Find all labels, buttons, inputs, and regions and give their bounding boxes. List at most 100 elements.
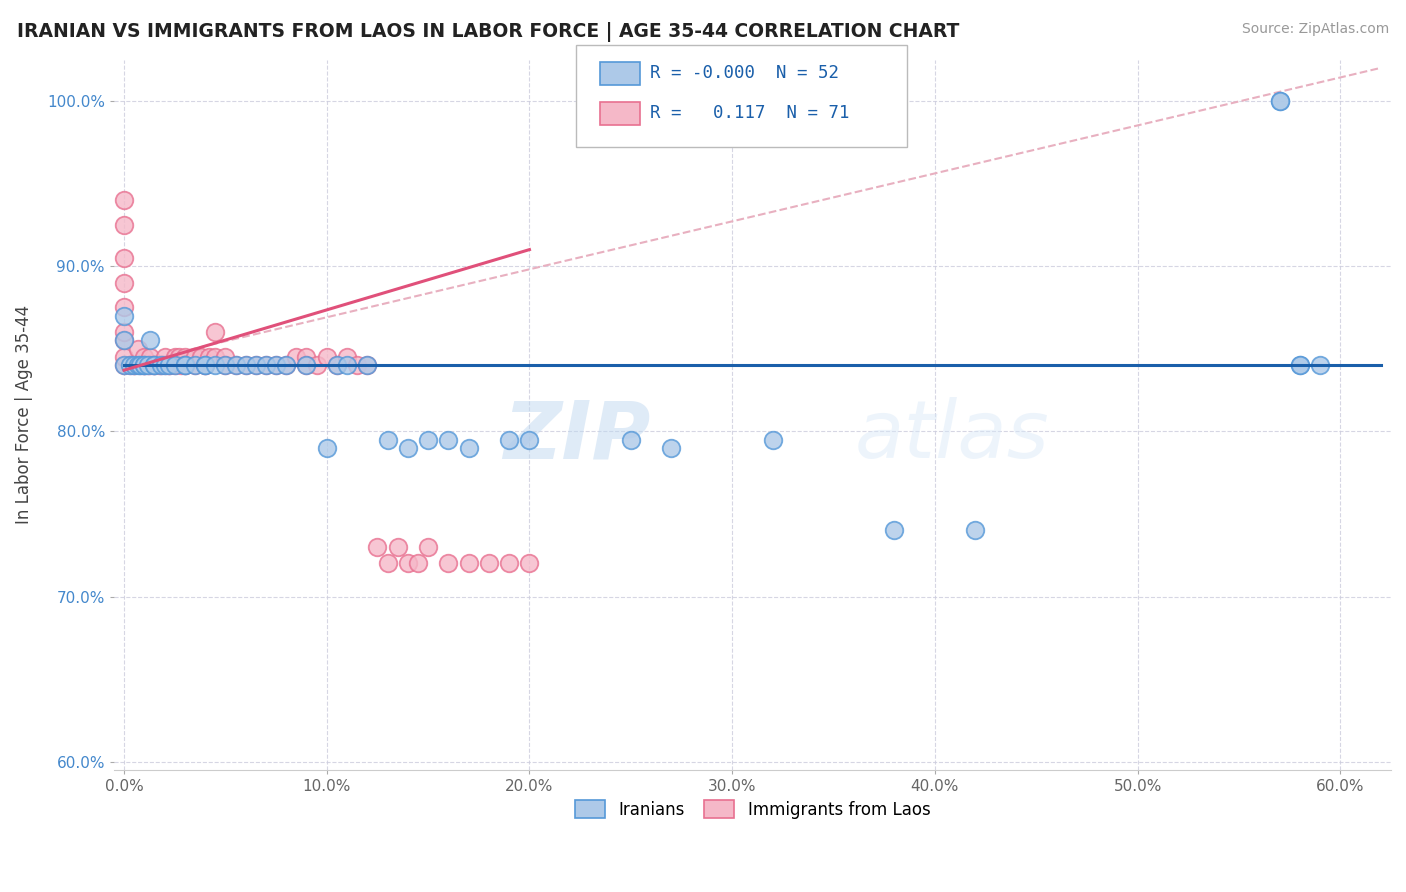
Point bbox=[112, 350, 135, 364]
Point bbox=[326, 358, 349, 372]
Point bbox=[112, 276, 135, 290]
Point bbox=[377, 557, 399, 571]
Point bbox=[170, 358, 193, 372]
Point bbox=[112, 358, 135, 372]
Point bbox=[204, 358, 226, 372]
Point bbox=[143, 358, 166, 372]
Point bbox=[1268, 94, 1291, 108]
Point bbox=[184, 358, 207, 372]
Point bbox=[149, 358, 172, 372]
Point bbox=[149, 358, 172, 372]
Point bbox=[356, 358, 378, 372]
Point bbox=[437, 557, 460, 571]
Point bbox=[148, 358, 170, 372]
Point bbox=[276, 358, 298, 372]
Point bbox=[1268, 94, 1291, 108]
Point bbox=[184, 350, 207, 364]
Point bbox=[965, 524, 987, 538]
Point bbox=[120, 358, 142, 372]
Point bbox=[214, 358, 236, 372]
Point bbox=[139, 350, 162, 364]
Point bbox=[295, 358, 318, 372]
Point bbox=[173, 358, 195, 372]
Point bbox=[134, 358, 156, 372]
Point bbox=[157, 358, 180, 372]
Point bbox=[127, 342, 149, 356]
Point bbox=[129, 358, 152, 372]
Point bbox=[225, 358, 247, 372]
Point bbox=[276, 358, 298, 372]
Point bbox=[519, 557, 541, 571]
Point bbox=[138, 358, 160, 372]
Point bbox=[406, 557, 429, 571]
Point bbox=[134, 358, 156, 372]
Text: IRANIAN VS IMMIGRANTS FROM LAOS IN LABOR FORCE | AGE 35-44 CORRELATION CHART: IRANIAN VS IMMIGRANTS FROM LAOS IN LABOR… bbox=[17, 22, 959, 42]
Point bbox=[157, 358, 180, 372]
Point bbox=[173, 358, 195, 372]
Point bbox=[1288, 358, 1310, 372]
Point bbox=[416, 540, 439, 554]
Point bbox=[167, 350, 190, 364]
Point bbox=[762, 433, 785, 447]
Point bbox=[285, 350, 308, 364]
Point bbox=[326, 358, 349, 372]
Point bbox=[1288, 358, 1310, 372]
Point bbox=[305, 358, 328, 372]
Point bbox=[138, 358, 160, 372]
Point bbox=[194, 358, 217, 372]
Point bbox=[457, 557, 479, 571]
Point bbox=[134, 350, 156, 364]
Point bbox=[163, 358, 186, 372]
Point bbox=[346, 358, 368, 372]
Point bbox=[112, 218, 135, 232]
Point bbox=[190, 350, 212, 364]
Point bbox=[153, 350, 176, 364]
Point bbox=[478, 557, 501, 571]
Point bbox=[112, 334, 135, 348]
Point bbox=[620, 433, 643, 447]
Point bbox=[245, 358, 267, 372]
Point bbox=[1309, 358, 1331, 372]
Point bbox=[336, 350, 359, 364]
Point bbox=[120, 358, 142, 372]
Point bbox=[122, 358, 145, 372]
Point bbox=[143, 358, 166, 372]
Point bbox=[295, 350, 318, 364]
Point bbox=[112, 358, 135, 372]
Point bbox=[163, 350, 186, 364]
Point bbox=[112, 251, 135, 265]
Point bbox=[661, 441, 683, 455]
Point bbox=[163, 358, 186, 372]
Point bbox=[295, 358, 318, 372]
Point bbox=[194, 358, 217, 372]
Point bbox=[112, 325, 135, 339]
Point bbox=[122, 358, 145, 372]
Point bbox=[204, 350, 226, 364]
Point bbox=[173, 358, 195, 372]
Legend: Iranians, Immigrants from Laos: Iranians, Immigrants from Laos bbox=[568, 794, 936, 826]
Point bbox=[366, 540, 388, 554]
Point bbox=[254, 358, 277, 372]
Point bbox=[173, 350, 195, 364]
Point bbox=[396, 441, 419, 455]
Text: R =   0.117  N = 71: R = 0.117 N = 71 bbox=[650, 104, 849, 122]
Point bbox=[387, 540, 409, 554]
Point bbox=[315, 441, 337, 455]
Point bbox=[245, 358, 267, 372]
Point bbox=[225, 358, 247, 372]
Point bbox=[416, 433, 439, 447]
Point bbox=[129, 358, 152, 372]
Point bbox=[254, 358, 277, 372]
Point bbox=[134, 358, 156, 372]
Point bbox=[264, 358, 287, 372]
Point bbox=[184, 358, 207, 372]
Text: R = -0.000  N = 52: R = -0.000 N = 52 bbox=[650, 64, 838, 82]
Point bbox=[173, 358, 195, 372]
Point bbox=[377, 433, 399, 447]
Point bbox=[235, 358, 257, 372]
Point bbox=[519, 433, 541, 447]
Point bbox=[264, 358, 287, 372]
Point bbox=[112, 309, 135, 323]
Point bbox=[139, 358, 162, 372]
Point bbox=[143, 358, 166, 372]
